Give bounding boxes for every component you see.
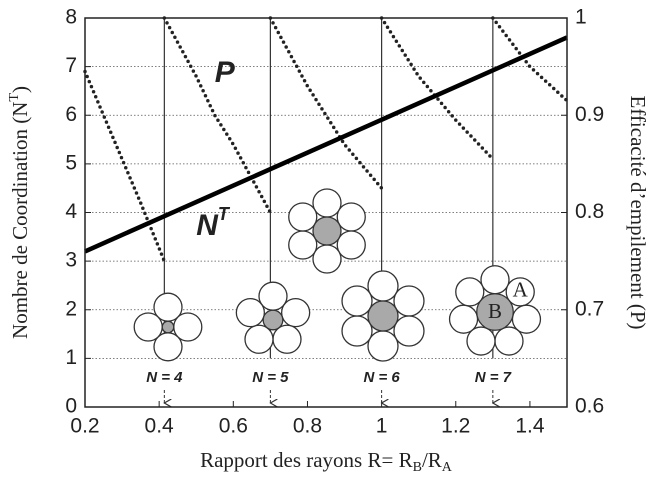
label-text: Rapport des rayons R= R (200, 448, 413, 472)
plot-frame (84, 17, 568, 408)
atom-a (341, 315, 373, 347)
annotation-nt: NT (196, 204, 231, 242)
x-tick-label: 0.2 (70, 415, 99, 438)
atom-a (336, 230, 366, 260)
y2-axis-label: Efficacité d’empilement (P) (626, 95, 650, 329)
atom-a (494, 326, 524, 356)
label-text: Nombre de Coordination (N (8, 102, 32, 339)
atom-a (288, 202, 318, 232)
marker-label: N = 5 (252, 369, 289, 386)
atom-a (336, 202, 366, 232)
x-tick-label: 1.2 (441, 415, 470, 438)
label-text: ) (8, 86, 32, 93)
annotation-p: P (215, 56, 236, 89)
packing-curve (379, 16, 495, 161)
label-sub: B (413, 460, 422, 475)
y2-tick-label: 0.9 (575, 103, 604, 126)
label-sub: A (442, 460, 453, 475)
atom-a (505, 277, 535, 307)
atom-a (341, 285, 373, 317)
atom-a (133, 312, 163, 342)
x-tick-label: 1.4 (515, 415, 545, 438)
y2-tick-label: 0.6 (575, 395, 604, 418)
packing-curve (162, 16, 273, 215)
atom-a (480, 265, 510, 295)
y-tick-label: 6 (65, 103, 77, 126)
atom-b (161, 320, 175, 334)
y-tick-label: 4 (65, 200, 77, 223)
atom-a (393, 285, 425, 317)
marker-label: N = 4 (146, 369, 183, 386)
marker-label: N = 6 (363, 369, 400, 386)
packing-curve (491, 16, 569, 103)
atom-b (476, 293, 514, 331)
x-tick-label: 0.8 (293, 415, 322, 438)
x-tick-label: 0.4 (145, 415, 175, 438)
y-axis-label: Nombre de Coordination (NT) (7, 86, 32, 339)
atom-a (235, 297, 265, 328)
annotation-n: N (196, 209, 219, 242)
y2-tick-label: 0.7 (575, 297, 604, 320)
y2-tick-label: 0.8 (575, 200, 604, 223)
y-tick-label: 1 (65, 346, 77, 369)
atom-a (448, 304, 479, 334)
y-tick-label: 7 (65, 54, 77, 77)
atom-a (393, 315, 425, 347)
x-tick-label: 1 (376, 415, 388, 438)
label-text: /R (422, 448, 442, 472)
packing-curve (268, 16, 384, 190)
atom-a (281, 297, 311, 328)
annotation-sup: T (218, 204, 231, 224)
atom-a (367, 330, 399, 362)
atom-b (262, 309, 284, 331)
atom-a (466, 326, 496, 356)
atom-a (367, 270, 399, 302)
y-tick-label: 2 (65, 297, 77, 320)
atom-a (455, 277, 485, 307)
atom-a (312, 244, 342, 274)
y-tick-label: 8 (65, 6, 77, 29)
label-sup: T (7, 93, 22, 102)
x-axis-label: Rapport des rayons R= RB/RA (200, 448, 453, 475)
y-tick-label: 0 (65, 395, 77, 418)
atom-a (244, 324, 274, 354)
y2-tick-label: 1 (575, 6, 587, 29)
atom-b (312, 216, 342, 246)
atom-a (312, 188, 342, 218)
y-tick-label: 5 (65, 151, 77, 174)
coordination-line (84, 35, 568, 254)
atom-a (288, 230, 318, 260)
y-tick-label: 3 (65, 249, 77, 272)
atom-label-a: A (513, 278, 529, 302)
x-tick-label: 0.6 (219, 415, 248, 438)
atom-b (367, 300, 399, 332)
atom-label-b: B (488, 299, 502, 323)
marker-label: N = 7 (475, 369, 512, 386)
